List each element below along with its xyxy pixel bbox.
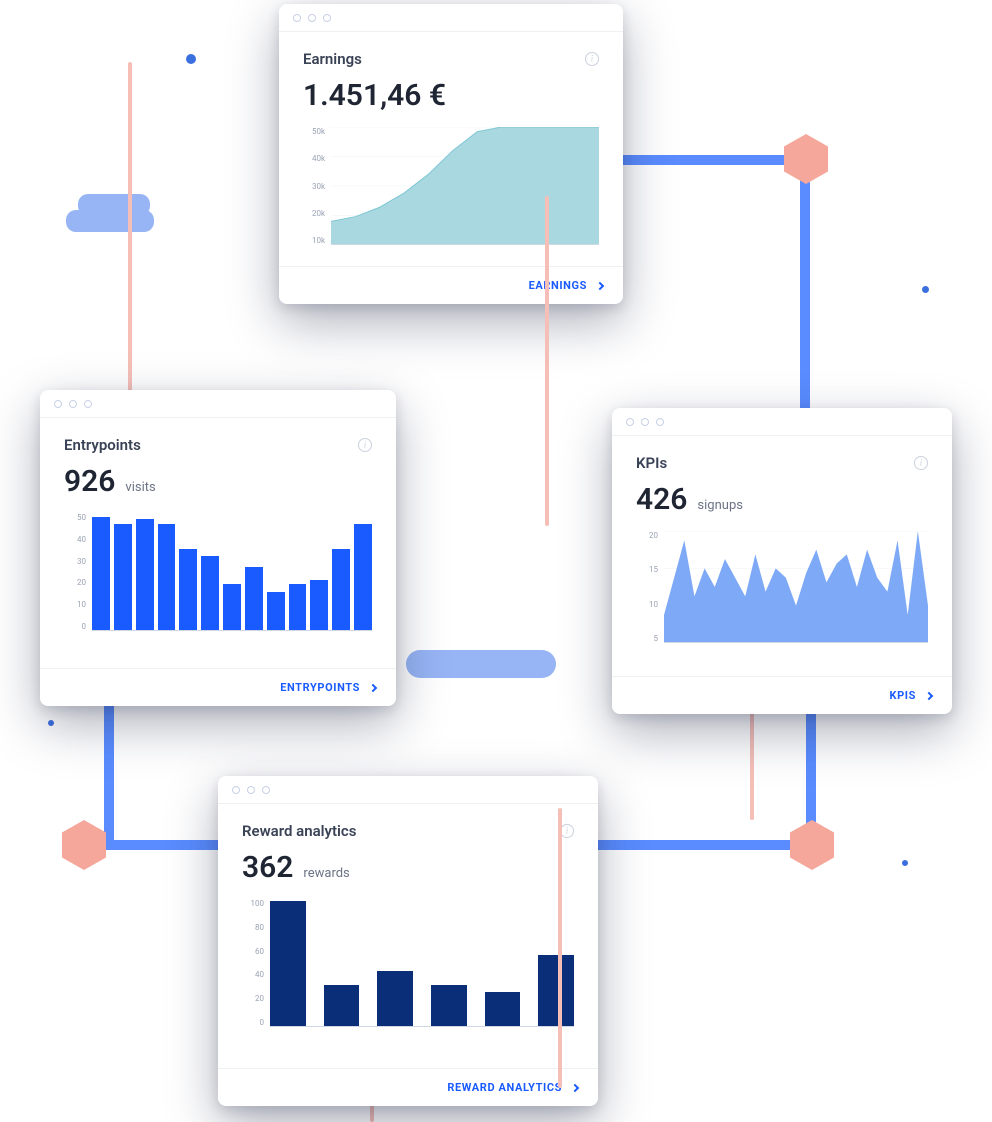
decor-pink-line — [545, 196, 549, 526]
decor-dot — [922, 286, 929, 293]
card-title: Earnings — [303, 50, 362, 68]
window-titlebar — [40, 390, 396, 418]
window-titlebar — [279, 4, 623, 32]
kpis-card: KPIs 426 signups 2015105 KPIs — [612, 408, 952, 714]
connector — [104, 700, 114, 850]
hex-node — [784, 134, 828, 184]
kpis-chart: 2015105 — [636, 531, 928, 643]
card-title: Entrypoints — [64, 436, 141, 454]
window-dot-icon — [84, 400, 92, 408]
rewards-value: 362 — [242, 850, 293, 885]
bar — [538, 955, 574, 1027]
rewards-chart: 100806040200 — [242, 899, 574, 1027]
hex-node — [62, 820, 106, 870]
decor-pink-line — [128, 62, 132, 392]
info-icon[interactable] — [358, 438, 372, 452]
window-dot-icon — [656, 418, 664, 426]
entrypoints-unit: visits — [125, 480, 155, 495]
window-dot-icon — [323, 14, 331, 22]
info-icon[interactable] — [585, 52, 599, 66]
window-dot-icon — [293, 14, 301, 22]
earnings-chart: 50k40k30k20k10k — [303, 127, 599, 245]
bar — [201, 556, 219, 631]
window-dot-icon — [626, 418, 634, 426]
rewards-card: Reward analytics 362 rewards 10080604020… — [218, 776, 598, 1106]
window-dot-icon — [69, 400, 77, 408]
decor-dot — [186, 54, 196, 64]
entrypoints-chart: 50403020100 — [64, 513, 372, 631]
rewards-link[interactable]: REWARD ANALYTICS — [447, 1081, 562, 1094]
entrypoints-link[interactable]: ENTRYPOINTS — [280, 681, 360, 694]
window-dot-icon — [641, 418, 649, 426]
decor-pill — [406, 650, 556, 678]
card-title: Reward analytics — [242, 822, 356, 840]
decor-pink-line — [750, 700, 754, 820]
bar — [485, 992, 521, 1027]
hex-node — [790, 820, 834, 870]
bar — [289, 584, 307, 631]
bar — [354, 524, 372, 631]
earnings-value: 1.451,46 € — [303, 78, 446, 113]
bar — [245, 567, 263, 631]
entrypoints-value: 926 — [64, 464, 115, 499]
window-titlebar — [612, 408, 952, 436]
decor-pink-line — [558, 808, 562, 1088]
bar — [114, 524, 132, 631]
bar — [332, 549, 350, 631]
chevron-right-icon — [596, 281, 604, 289]
bar — [310, 580, 328, 631]
window-dot-icon — [247, 786, 255, 794]
decor-dot — [48, 720, 54, 726]
bar — [136, 519, 154, 631]
card-title: KPIs — [636, 454, 667, 472]
bar — [179, 549, 197, 631]
chevron-right-icon — [571, 1083, 579, 1091]
decor-pill — [66, 210, 154, 232]
rewards-unit: rewards — [303, 866, 349, 881]
bar — [431, 985, 467, 1027]
bar — [270, 901, 306, 1027]
window-titlebar — [218, 776, 598, 804]
decor-dot — [902, 860, 908, 866]
info-icon[interactable] — [560, 824, 574, 838]
kpis-value: 426 — [636, 482, 687, 517]
window-dot-icon — [54, 400, 62, 408]
chevron-right-icon — [369, 683, 377, 691]
connector — [618, 155, 808, 165]
bar — [92, 517, 110, 631]
connector — [800, 155, 810, 415]
window-dot-icon — [308, 14, 316, 22]
earnings-card: Earnings 1.451,46 € 50k40k30k20k10k EARN… — [279, 4, 623, 304]
info-icon[interactable] — [914, 456, 928, 470]
window-dot-icon — [232, 786, 240, 794]
bar — [223, 584, 241, 631]
window-dot-icon — [262, 786, 270, 794]
earnings-link[interactable]: EARNINGS — [529, 279, 587, 292]
kpis-unit: signups — [697, 498, 743, 513]
chevron-right-icon — [925, 691, 933, 699]
bar — [324, 985, 360, 1027]
bar — [377, 971, 413, 1027]
entrypoints-card: Entrypoints 926 visits 50403020100 ENTRY… — [40, 390, 396, 706]
bar — [267, 592, 285, 631]
bar — [158, 524, 176, 631]
connector — [594, 840, 814, 850]
kpis-link[interactable]: KPIs — [890, 689, 916, 702]
